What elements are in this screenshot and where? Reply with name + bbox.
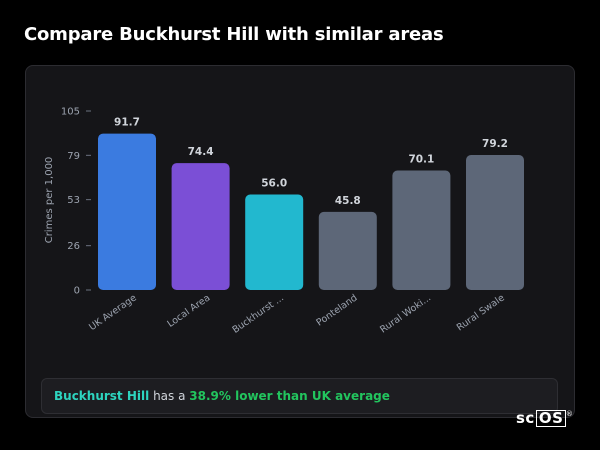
x-tick-label: Local Area [165,292,212,329]
page-title: Compare Buckhurst Hill with similar area… [24,24,444,45]
x-tick-label: Buckhurst ... [230,292,285,335]
bar-value-label: 70.1 [408,153,434,165]
bar-value-label: 79.2 [482,138,508,150]
bar-value-label: 74.4 [188,146,214,158]
y-tick-label: 0 [74,286,80,297]
y-tick-label: 79 [67,151,80,162]
scos-logo: sc OS ® [516,409,573,427]
bar [318,211,377,290]
comparison-summary: Buckhurst Hill has a 38.9% lower than UK… [41,378,558,414]
logo-prefix: sc [516,409,535,427]
summary-area-name: Buckhurst Hill [54,389,150,403]
bar [245,194,304,290]
y-tick-label: 53 [67,195,80,206]
summary-difference: 38.9% lower than UK average [189,389,390,403]
x-tick-label: Rural Swale [455,292,507,333]
y-tick-label: 105 [61,107,80,118]
bar-value-label: 45.8 [335,195,361,207]
bar [466,154,524,290]
bar [392,170,451,290]
summary-connector: has a [153,389,186,403]
x-tick-label: UK Average [87,292,139,333]
bar [171,163,230,290]
bar [98,133,156,290]
logo-boxed: OS [535,410,567,427]
bar-value-label: 91.7 [114,117,140,129]
y-tick-label: 26 [67,241,80,252]
x-tick-label: Ponteland [314,292,359,328]
y-axis-label: Crimes per 1,000 [44,157,55,244]
logo-registered-mark: ® [565,410,574,418]
bar-value-label: 56.0 [261,178,287,190]
x-tick-label: Rural Woki... [378,292,433,335]
